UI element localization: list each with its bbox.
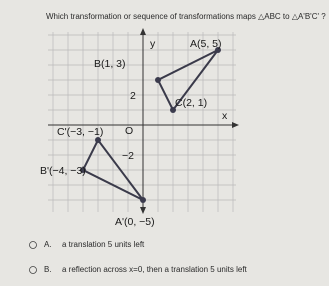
radio-button[interactable] xyxy=(29,266,37,274)
arrow xyxy=(232,122,239,128)
radio-button[interactable] xyxy=(29,241,37,249)
option-text[interactable]: a reflection across x=0, then a translat… xyxy=(62,265,248,274)
point-label: A(5, 5) xyxy=(190,38,222,50)
arrow xyxy=(140,207,146,214)
point-label: C(2, 1) xyxy=(175,97,207,109)
option-letter: B. xyxy=(44,265,52,274)
tick-label: 2 xyxy=(130,90,136,102)
axis-label: y xyxy=(150,38,156,50)
option-letter: A. xyxy=(44,240,52,249)
point xyxy=(215,47,221,53)
axis-label: x xyxy=(222,110,228,122)
point-label: C'(−3, −1) xyxy=(57,126,103,138)
point-label: B(1, 3) xyxy=(94,58,126,70)
point xyxy=(80,167,86,173)
point xyxy=(155,77,161,83)
point xyxy=(95,137,101,143)
origin-label: O xyxy=(125,125,133,137)
point xyxy=(170,107,176,113)
tick-label: −2 xyxy=(122,150,134,162)
point xyxy=(140,197,146,203)
vertices xyxy=(80,47,221,203)
point-label: A'(0, −5) xyxy=(115,216,155,228)
point-label: B'(−4, −3) xyxy=(40,165,86,177)
triangle-abc-prime xyxy=(81,138,144,201)
triangle-abc xyxy=(156,49,219,112)
option-text[interactable]: a translation 5 units left xyxy=(62,240,145,249)
grid xyxy=(48,32,236,212)
arrow xyxy=(140,28,146,35)
question: Which transformation or sequence of tran… xyxy=(46,12,326,21)
